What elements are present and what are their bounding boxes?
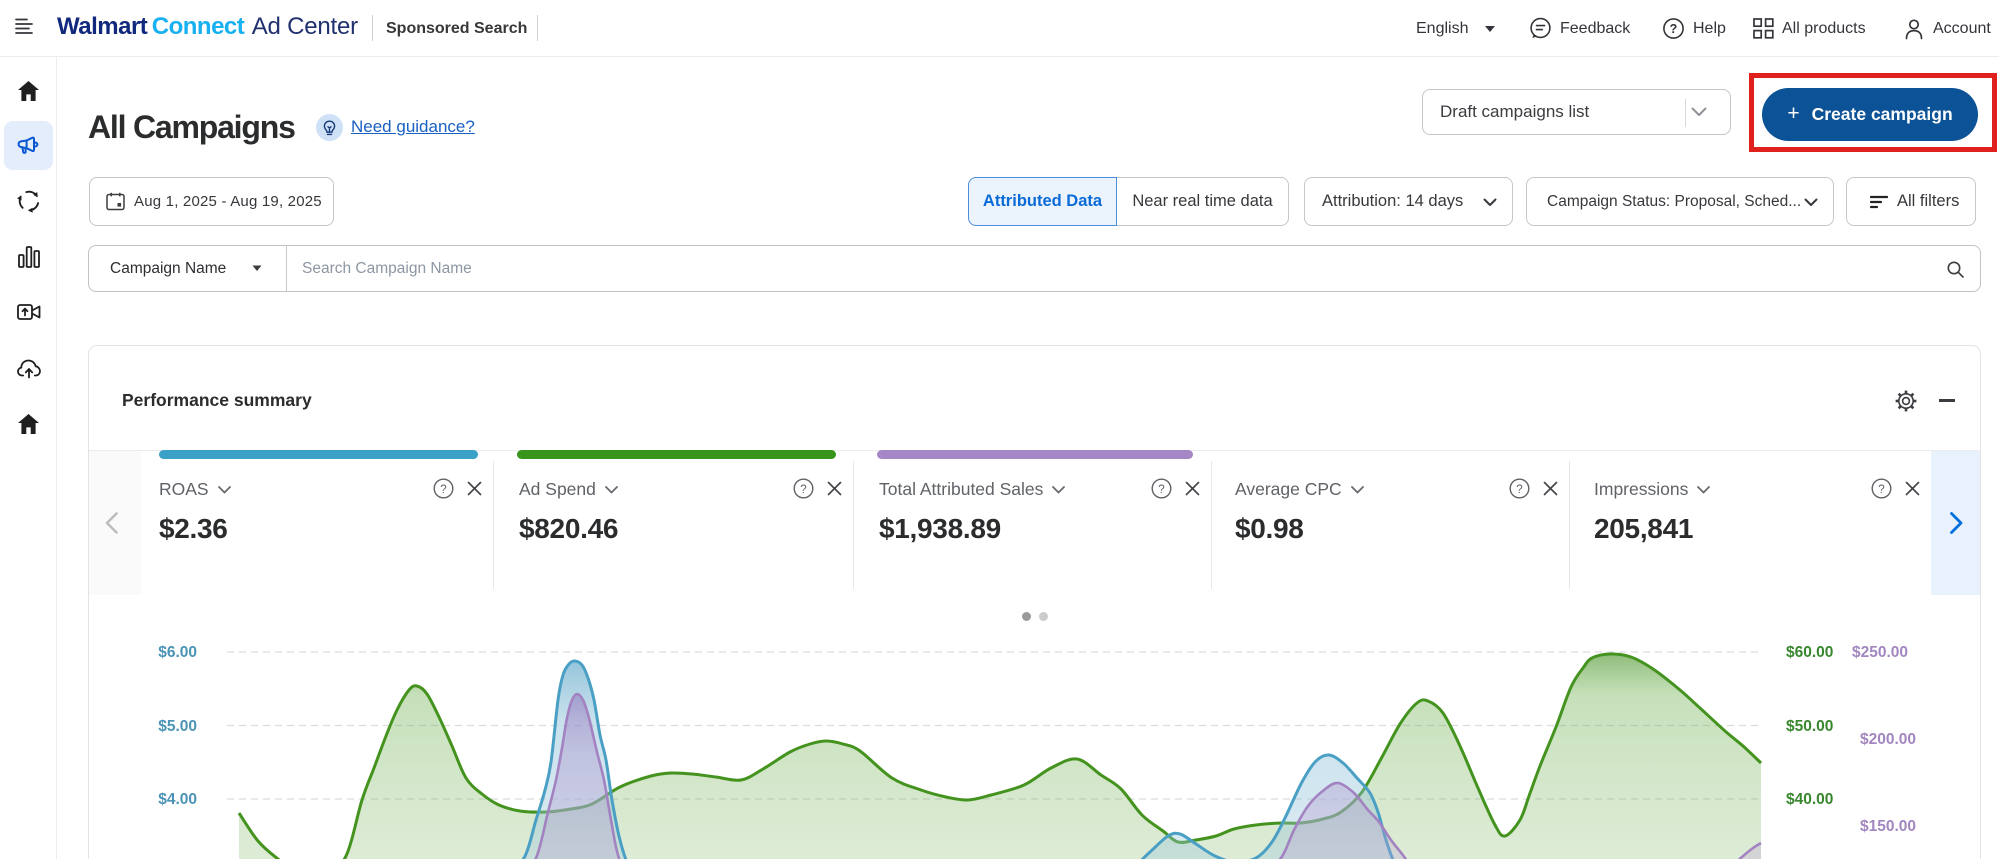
svg-text:$40.00: $40.00 — [1786, 791, 1833, 808]
svg-text:$200.00: $200.00 — [1860, 731, 1916, 748]
svg-text:?: ? — [1670, 22, 1678, 36]
svg-text:$150.00: $150.00 — [1860, 818, 1916, 835]
svg-text:?: ? — [800, 484, 806, 496]
svg-text:$4.00: $4.00 — [158, 791, 197, 808]
svg-text:$250.00: $250.00 — [1852, 644, 1908, 661]
svg-text:$60.00: $60.00 — [1786, 644, 1833, 661]
svg-text:$50.00: $50.00 — [1786, 718, 1833, 735]
svg-text:$6.00: $6.00 — [158, 644, 197, 661]
svg-text:?: ? — [1516, 484, 1522, 496]
svg-text:$5.00: $5.00 — [158, 718, 197, 735]
svg-text:?: ? — [1158, 484, 1164, 496]
svg-text:?: ? — [1878, 484, 1884, 496]
svg-text:?: ? — [440, 484, 446, 496]
